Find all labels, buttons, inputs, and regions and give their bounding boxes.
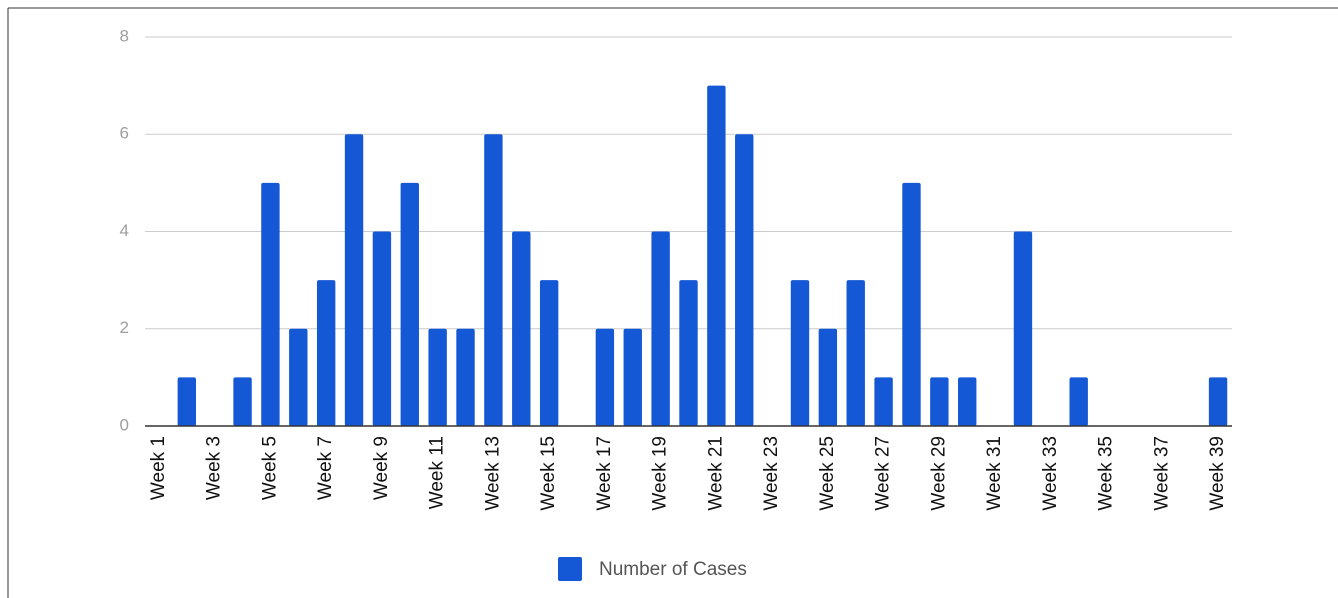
x-tick-label: Week 27: [873, 436, 894, 511]
bar: [400, 182, 419, 426]
legend-swatch: [558, 557, 582, 581]
x-tick-label: Week 37: [1151, 436, 1172, 511]
x-tick-label: Week 13: [482, 436, 503, 511]
bar: [372, 231, 392, 426]
bar: [595, 328, 615, 426]
bar: [344, 134, 364, 426]
bar: [958, 377, 977, 426]
x-tick-label: Week 19: [650, 436, 671, 511]
bar: [1208, 377, 1228, 426]
bar: [177, 377, 197, 426]
bar: [679, 280, 698, 426]
x-tick-label: Week 21: [705, 436, 726, 511]
x-tick-label: Week 9: [371, 436, 392, 500]
x-tick-label: Week 1: [148, 436, 169, 500]
x-tick-label: Week 25: [817, 436, 838, 511]
bar: [707, 85, 726, 426]
legend-label: Number of Cases: [599, 559, 747, 580]
x-tick-label: Week 7: [315, 436, 336, 500]
x-tick-label: Week 11: [427, 436, 448, 509]
bar: [623, 328, 642, 426]
bar: [902, 182, 921, 426]
bar: [233, 377, 252, 426]
x-tick-label: Week 35: [1096, 436, 1117, 511]
y-tick-label: 4: [120, 221, 129, 240]
x-tick-label: Week 15: [538, 436, 559, 511]
bar: [790, 280, 810, 426]
bar: [261, 182, 280, 426]
bar: [818, 328, 838, 426]
bar: [930, 377, 949, 426]
x-tick-label: Week 39: [1207, 436, 1228, 511]
x-tick-label: Week 17: [594, 436, 615, 511]
y-tick-label: 0: [120, 415, 129, 434]
bar: [539, 280, 559, 426]
bar: [1013, 231, 1033, 426]
bar: [651, 231, 670, 426]
bar: [846, 280, 865, 426]
y-tick-label: 2: [120, 318, 129, 337]
x-tick-label: Week 5: [259, 436, 280, 500]
bar: [874, 377, 893, 426]
bar: [512, 231, 531, 426]
bar: [1069, 377, 1088, 426]
bar: [316, 280, 336, 426]
x-tick-label: Week 33: [1040, 436, 1061, 511]
bar: [484, 134, 503, 426]
y-tick-label: 6: [120, 124, 129, 143]
y-tick-label: 8: [120, 26, 129, 45]
x-tick-label: Week 31: [984, 436, 1005, 511]
bar: [289, 328, 308, 426]
x-tick-label: Week 29: [928, 436, 949, 511]
x-tick-label: Week 3: [204, 436, 225, 500]
bar: [456, 328, 475, 426]
x-tick-label: Week 23: [761, 436, 782, 511]
bar: [428, 328, 447, 426]
bar: [735, 134, 754, 426]
